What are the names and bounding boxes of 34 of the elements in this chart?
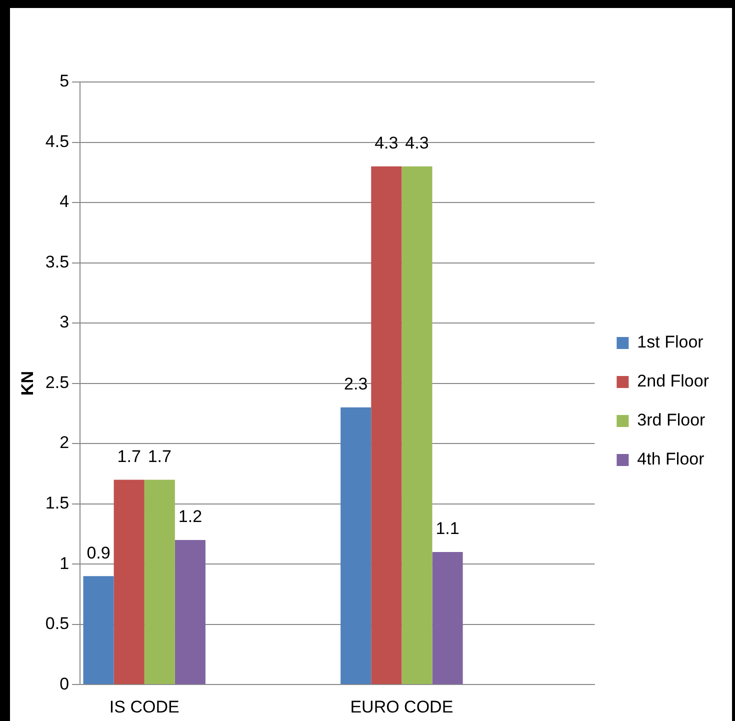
legend-label: 1st Floor [637,332,704,352]
data-label: 0.9 [86,543,110,562]
data-label: 2.3 [344,374,368,394]
x-tick-label: EURO CODE [350,697,454,716]
y-tick-label: 1.5 [45,494,70,513]
bar [340,407,372,684]
legend-label: 2nd Floor [637,372,710,391]
y-tick-label: 4.5 [45,132,70,151]
y-tick-label: 2.5 [45,372,70,392]
data-label: 1.7 [117,446,141,466]
data-label: 4.3 [405,134,429,153]
y-tick-label: 5 [60,72,70,91]
bar [144,480,175,684]
bar [371,166,402,684]
y-tick-label: 0.5 [45,614,70,634]
bar [174,540,206,684]
data-label: 1.2 [178,507,202,526]
y-tick-label: 1 [60,554,70,573]
x-tick-label: IS CODE [109,697,180,716]
data-label: 1.1 [436,519,460,538]
legend-label: 3rd Floor [637,410,706,430]
y-tick-label: 4 [60,192,70,212]
bar [402,166,432,684]
y-axis-title: KN [18,371,37,396]
bar [114,480,144,684]
y-tick-label: 3 [60,312,70,332]
y-tick-label: 2 [60,433,70,452]
bar [432,552,463,684]
bar [83,576,114,684]
data-label: 4.3 [374,134,398,153]
y-tick-label: 3.5 [45,252,70,272]
legend-label: 4th Floor [637,450,705,469]
y-tick-label: 0 [60,674,70,694]
data-label: 1.7 [148,446,172,466]
